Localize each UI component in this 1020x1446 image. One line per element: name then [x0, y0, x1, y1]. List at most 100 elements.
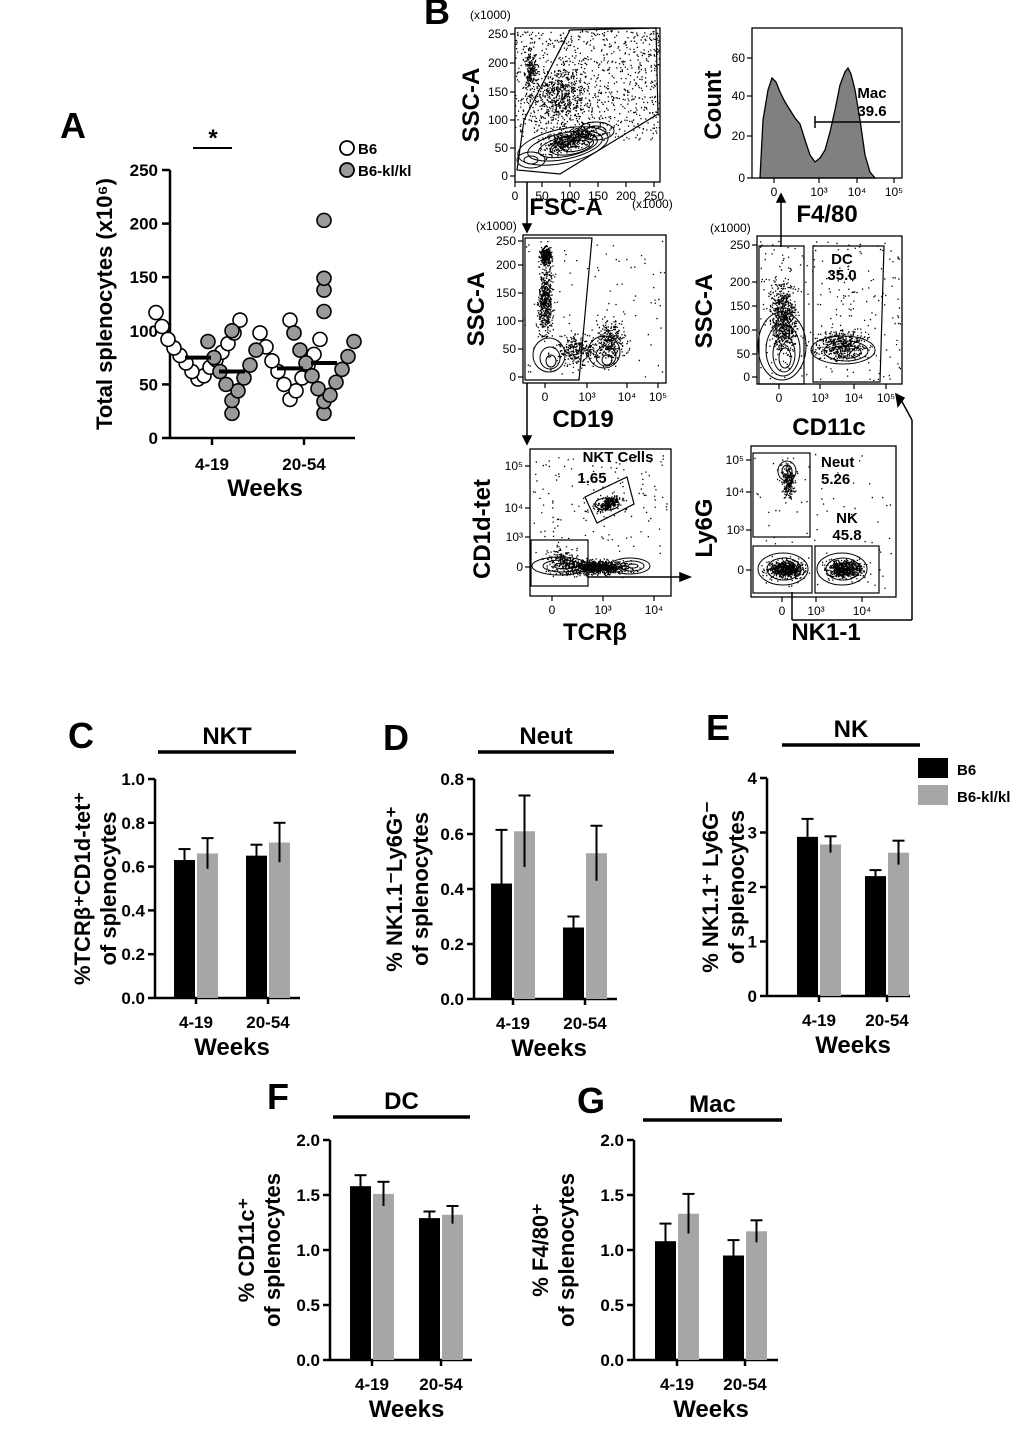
- x-tick-label: 10³: [594, 603, 611, 617]
- x-tick-label: 4-19: [355, 1375, 389, 1394]
- y-tick-label: 1: [748, 933, 757, 952]
- nk-gate-value: 45.8: [832, 527, 861, 544]
- y-tick-label: 100: [730, 323, 750, 337]
- plot-frame: [529, 448, 672, 597]
- y-tick-label: 0.5: [600, 1296, 624, 1315]
- data-point: [230, 383, 246, 399]
- y-axis-label: % NK1.1⁻Ly6G⁺: [382, 806, 407, 971]
- y-tick-label: 10³: [727, 523, 744, 537]
- y-tick-label: 0.4: [440, 880, 464, 899]
- x-tick-label: 20-54: [282, 455, 326, 474]
- y-axis-label: SSC-A: [463, 272, 490, 347]
- y-axis-label-2: of splenocytes: [554, 1173, 579, 1327]
- y-tick-label: 10⁴: [504, 501, 523, 515]
- neut-gate: [752, 452, 811, 538]
- bar-b6-kl: [678, 1213, 699, 1360]
- legend-swatch-b6-kl: [918, 785, 948, 805]
- data-point: [286, 325, 302, 341]
- x-tick-label: 200: [616, 189, 636, 203]
- x-tick-label: 0: [779, 604, 786, 618]
- flow-plot-nk11: Neut 5.26 NK 45.8 0 10³ 10⁴ 0 10³ 10⁴ 10⁵ Ly6G…: [691, 445, 897, 646]
- chart-title: Neut: [519, 723, 572, 750]
- y-tick-label: 1.0: [121, 770, 145, 789]
- live-cell-gate: [516, 27, 659, 175]
- y-tick-label: 10⁵: [505, 459, 523, 473]
- plot-frame: [514, 27, 661, 183]
- y-tick-label: 200: [488, 56, 508, 70]
- y-tick-label: 1.5: [600, 1186, 624, 1205]
- bar-b6-kl: [197, 853, 218, 998]
- bar-b6: [655, 1241, 676, 1360]
- y-axis-label-2: of splenocytes: [724, 810, 749, 964]
- y-tick-label: 150: [730, 299, 750, 313]
- cd19-negative-gate: [524, 237, 593, 381]
- y-tick-label: 0: [501, 169, 508, 183]
- y-tick-label: 250: [130, 161, 158, 180]
- x-axis-label: Weeks: [194, 1034, 270, 1061]
- y-tick-label: 0.4: [121, 901, 145, 920]
- x-tick-label: 250: [644, 189, 664, 203]
- bar-b6: [723, 1255, 744, 1360]
- x-tick-label: 4-19: [802, 1011, 836, 1030]
- x-tick-label: 10⁴: [618, 390, 637, 404]
- bar-b6: [174, 860, 195, 998]
- dc-gate-value: 35.0: [827, 267, 856, 284]
- chart-title: Mac: [689, 1091, 736, 1118]
- y-axis-label: SSC-A: [691, 274, 718, 349]
- y-tick-label: 10⁴: [725, 485, 744, 499]
- y-tick-label: 0: [737, 563, 744, 577]
- flow-plot-cd11c: (x1000) DC 35.0 0 10³ 10⁴ 10⁵ 0 50 100 150 200 25…: [691, 221, 903, 441]
- x-tick-label: 20-54: [723, 1375, 767, 1394]
- y-tick-label: 0.2: [440, 935, 464, 954]
- x-tick-label: 4-19: [195, 455, 229, 474]
- x-axis-label: CD11c: [792, 414, 865, 441]
- significance-star: *: [208, 125, 218, 152]
- y-tick-label: 100: [496, 314, 516, 328]
- data-point: [242, 357, 258, 373]
- data-point: [160, 331, 176, 348]
- x-tick-label: 4-19: [179, 1013, 213, 1032]
- bar-b6: [419, 1218, 440, 1360]
- data-point: [148, 304, 164, 321]
- flow-histogram-f480: Mac 39.6 0 10³ 10⁴ 10⁵ 0 20 40 60 Count F4/80: [700, 27, 903, 228]
- panel-label-c: C: [68, 715, 94, 756]
- y-axis-label: SSC-A: [458, 68, 485, 143]
- y-tick-label: 40: [732, 89, 746, 103]
- y-tick-label: 0.6: [440, 825, 464, 844]
- data-point: [288, 383, 304, 399]
- y-tick-label: 0.6: [121, 858, 145, 877]
- cd11c-negative-gate: [758, 245, 805, 385]
- data-point: [224, 322, 240, 339]
- bar-b6-kl: [514, 831, 535, 999]
- chart-title: NK: [834, 716, 869, 743]
- data-point: [312, 331, 328, 348]
- data-point: [340, 348, 356, 365]
- y-tick-label: 0.0: [121, 989, 145, 1008]
- bar-b6: [491, 883, 512, 999]
- y-tick-label: 150: [496, 286, 516, 300]
- event-dots: [532, 455, 668, 579]
- bar-b6: [563, 927, 584, 999]
- x-tick-label: 10⁴: [845, 391, 864, 405]
- y-axis-label-2: of splenocytes: [96, 811, 121, 965]
- bar-b6: [797, 836, 818, 996]
- plot-frame: [751, 27, 903, 179]
- flow-plot-fsc-ssc: (x1000) (x1000) 0 50 100 150 200 250 0 50 100 150…: [458, 8, 673, 221]
- scatter-chart-a: 0 50 100 150 200 250 Total splenocytes (x10⁶)…: [92, 125, 411, 502]
- bar-b6: [246, 855, 267, 998]
- bar-b6-kl: [373, 1193, 394, 1360]
- neut-gate-name: Neut: [821, 454, 854, 471]
- y-tick-label: 0: [743, 370, 750, 384]
- data-point: [334, 361, 350, 378]
- y-tick-label: 50: [495, 141, 509, 155]
- ly6g-negative-gate: [752, 545, 813, 594]
- x-tick-label: 10³: [810, 185, 827, 199]
- gating-arrows: [521, 182, 913, 621]
- contour-population: [757, 311, 876, 381]
- y-tick-label: 4: [748, 769, 758, 788]
- contour-population: [516, 121, 615, 169]
- data-point: [252, 325, 268, 341]
- x-tick-label: 20-54: [865, 1011, 909, 1030]
- data-point: [200, 333, 216, 350]
